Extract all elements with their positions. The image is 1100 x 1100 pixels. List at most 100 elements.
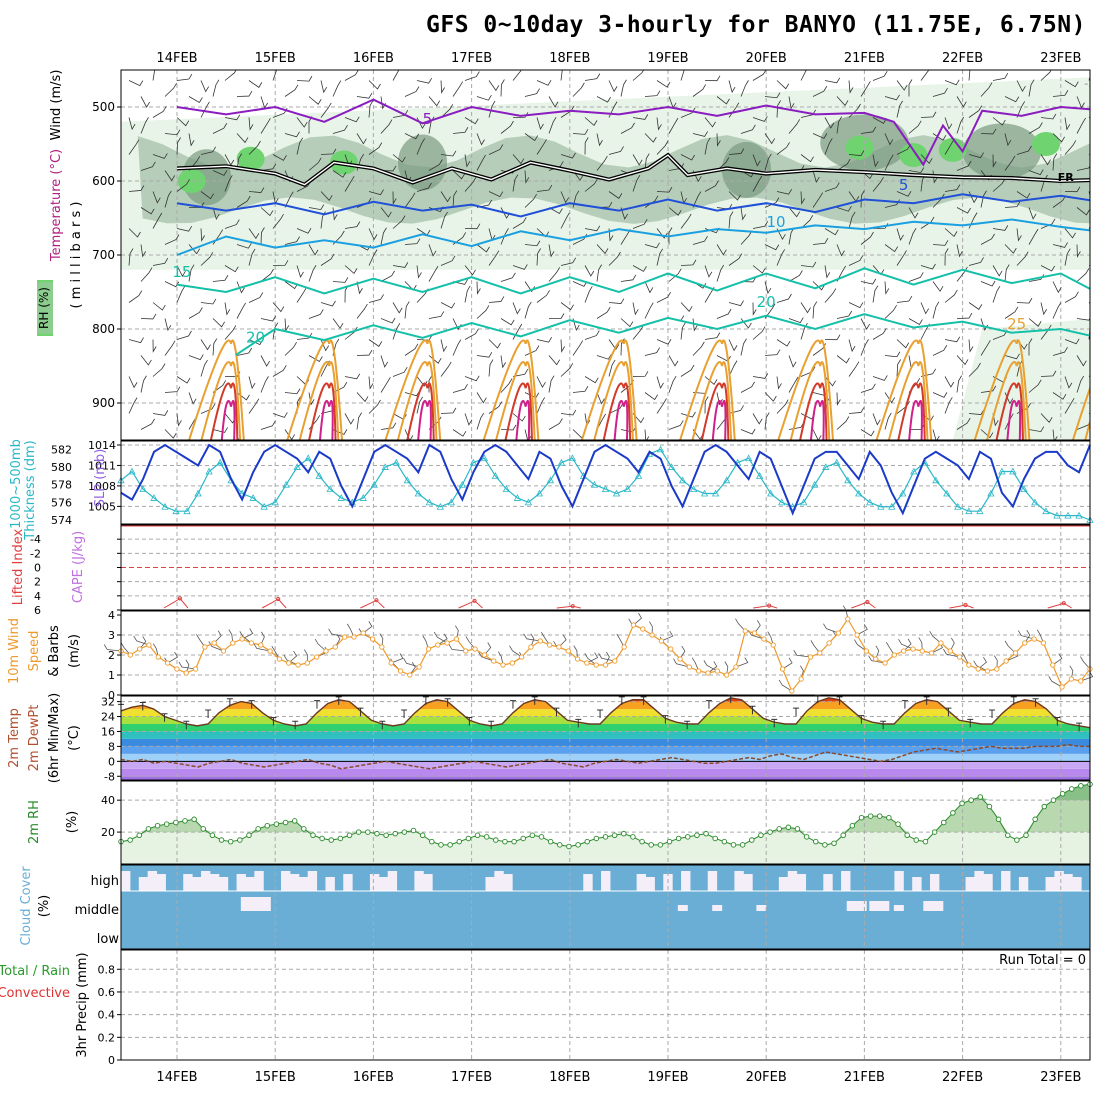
rh-point bbox=[392, 830, 398, 837]
y-tick-label: 2 bbox=[34, 576, 41, 589]
wind-barb bbox=[824, 182, 840, 192]
wind-barb bbox=[164, 340, 176, 356]
wind-barb bbox=[356, 92, 373, 99]
wind-speed-point bbox=[891, 652, 897, 658]
rh-point bbox=[575, 842, 581, 848]
wind-barb bbox=[980, 233, 995, 245]
wind-barb bbox=[536, 117, 544, 130]
upper-air-panel: 551015202025FR-30-30500600700800900Wind … bbox=[37, 69, 1091, 441]
warm-contour bbox=[504, 382, 533, 440]
wind-speed-point bbox=[686, 664, 693, 670]
wind-barb bbox=[764, 412, 770, 430]
cloud-high-clear bbox=[681, 871, 691, 891]
thickness-point bbox=[1020, 485, 1028, 493]
wind-barb bbox=[1028, 169, 1044, 176]
wind-barb bbox=[782, 657, 793, 670]
wind-barb bbox=[1040, 265, 1056, 272]
wind-speed-point bbox=[276, 656, 283, 662]
thickness-point bbox=[469, 458, 478, 466]
wind-barb bbox=[404, 238, 421, 245]
cape-spike bbox=[360, 599, 385, 609]
wind-barb bbox=[836, 96, 849, 107]
rh-point bbox=[401, 829, 408, 835]
wind-speed-point bbox=[593, 662, 599, 668]
wind-barb bbox=[164, 234, 180, 245]
wind-units-label: (m/s) bbox=[67, 634, 82, 668]
wind-barb bbox=[896, 295, 913, 303]
wind-barb bbox=[620, 426, 637, 433]
wind-barb bbox=[428, 355, 442, 364]
wind-speed-point bbox=[416, 664, 422, 670]
rh-point bbox=[849, 822, 856, 829]
rh-point bbox=[218, 837, 225, 843]
rh-point bbox=[557, 842, 563, 848]
wind-barb bbox=[956, 312, 973, 319]
wind-barb bbox=[478, 651, 494, 662]
wind-barb bbox=[560, 152, 576, 159]
rh-point bbox=[639, 838, 645, 845]
wind-barb bbox=[248, 339, 264, 346]
thickness-point bbox=[271, 498, 279, 506]
wind-barb bbox=[856, 624, 868, 636]
wind-barb bbox=[512, 217, 527, 229]
thickness-point bbox=[678, 476, 687, 484]
wind-barb bbox=[644, 133, 657, 143]
wind-barb bbox=[944, 289, 958, 303]
wind-barb bbox=[944, 139, 955, 155]
wind-barb bbox=[1064, 398, 1075, 414]
wind-barb bbox=[644, 392, 659, 401]
wind-barb bbox=[896, 100, 904, 118]
wind-barb bbox=[488, 144, 504, 155]
y-tick-label: 600 bbox=[92, 174, 115, 188]
wind-barb bbox=[356, 412, 363, 430]
cloud-high-clear bbox=[1045, 877, 1055, 891]
wind-barb bbox=[120, 642, 131, 656]
cloud-high-clear bbox=[138, 877, 149, 891]
wind-speed-point bbox=[183, 670, 189, 676]
warm-contour bbox=[495, 361, 536, 440]
warm-contour bbox=[396, 361, 438, 440]
thickness-point bbox=[249, 494, 257, 501]
wind-barb bbox=[752, 265, 766, 274]
cape-point bbox=[570, 604, 575, 609]
wind-barb bbox=[584, 653, 597, 666]
wind-speed-point bbox=[407, 672, 413, 678]
rh-band-bright bbox=[938, 137, 967, 162]
wind-barb bbox=[356, 133, 367, 145]
wind-barb bbox=[656, 140, 669, 155]
y-tick-label: 4 bbox=[34, 590, 41, 603]
wind-barb bbox=[452, 429, 467, 437]
wind-barb bbox=[1052, 133, 1065, 143]
wind-speed-point bbox=[1012, 650, 1019, 656]
cloud-high-clear bbox=[298, 877, 309, 891]
precip-convective-label: Convective bbox=[0, 986, 70, 1001]
wind-barb bbox=[752, 70, 767, 81]
wind-barb bbox=[1016, 191, 1031, 199]
wind-speed-point bbox=[332, 644, 338, 650]
y-tick-label: 580 bbox=[51, 461, 72, 474]
precip-panel: 0 0.2 0.4 0.6 0.8 Run Total = 0 3hr Precip (mm… bbox=[0, 949, 1091, 1067]
wind-barb bbox=[224, 70, 237, 81]
wind-barb bbox=[188, 307, 203, 319]
wind-barb bbox=[716, 264, 725, 282]
wind-barb bbox=[346, 623, 355, 638]
wind-barb bbox=[992, 178, 1006, 192]
wind-speed-point bbox=[286, 660, 292, 666]
wind-barb bbox=[932, 301, 940, 319]
wind-barb bbox=[596, 306, 611, 319]
temp-band bbox=[121, 746, 1090, 754]
warm-contour bbox=[1006, 400, 1022, 440]
wind-barb bbox=[944, 184, 961, 192]
wind-barb bbox=[920, 263, 936, 270]
wind-barb bbox=[680, 322, 686, 340]
rh-band-bright bbox=[1032, 132, 1061, 156]
wind-speed-point bbox=[696, 668, 702, 674]
wind-barb bbox=[1064, 376, 1073, 389]
wind-barb bbox=[328, 628, 345, 638]
wind-barb bbox=[524, 193, 537, 208]
thickness-point bbox=[172, 507, 180, 515]
wind-barb bbox=[476, 244, 490, 253]
wind-barb bbox=[848, 103, 861, 118]
rh-point bbox=[986, 803, 993, 810]
wind-speed-point bbox=[621, 644, 627, 650]
